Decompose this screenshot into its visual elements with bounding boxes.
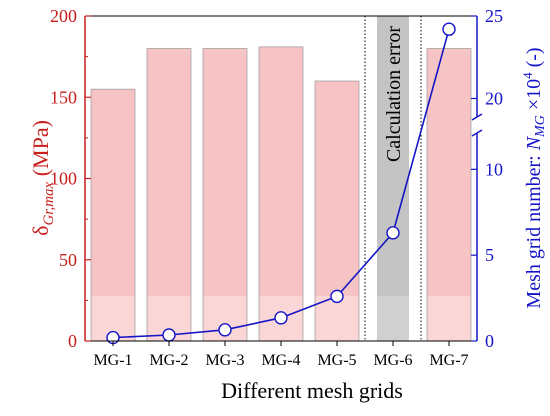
bar-base-mg-5 [315,296,359,341]
y-left-tick-label: 150 [50,87,77,107]
y-left-tick-label: 50 [59,250,77,270]
y-right-tick-label: 0 [485,331,494,351]
bar-mg-4 [258,46,304,342]
mesh-grid-point-mg-3 [218,323,232,337]
error-band-base [377,296,409,341]
calculation-error-annotation: Calculation error [383,26,405,162]
bar-series [90,46,472,342]
bar-mg-7 [426,48,472,342]
plot-area [364,16,422,341]
x-tick-label: MG-1 [93,352,132,369]
y-left-tick-label: 0 [68,331,77,351]
bar-mg-2 [146,48,192,342]
y-right-tick-label: 5 [485,245,494,265]
y-right-tick-label: 10 [485,159,503,179]
y-right-tick-label: 20 [485,89,503,109]
x-tick-label: MG-5 [317,352,356,369]
mesh-grid-point-mg-7 [442,22,456,36]
y-axis-left-label: δGr,max (MPa) [28,120,57,236]
axes: 0 50 100 150 200 0 5 10 20 25 MG-1 MG-2 MG-3 MG-4 MG-5… [50,6,503,369]
x-axis-label: Different mesh grids [221,378,403,403]
y-right-tick-label: 25 [485,6,503,26]
x-tick-label: MG-4 [261,352,300,369]
mesh-grid-point-mg-2 [162,328,176,342]
x-tick-label: MG-6 [373,352,412,369]
x-tick-label: MG-3 [205,352,244,369]
x-tick-label: MG-2 [149,352,188,369]
mesh-grid-point-mg-5 [330,289,344,304]
mesh-grid-point-mg-4 [274,311,288,325]
y-left-tick-label: 100 [50,169,77,189]
mesh-grid-point-mg-6 [386,226,400,240]
bar-base-mg-7 [427,296,471,341]
error-band [377,16,409,341]
axis-break-mark [471,113,483,121]
x-tick-label: MG-7 [429,352,468,369]
y-left-tick-label: 200 [50,6,77,26]
axis-break-mark [471,129,483,137]
y-axis-right-label: Mesh grid number: NMG ×104 (-) [520,47,548,308]
